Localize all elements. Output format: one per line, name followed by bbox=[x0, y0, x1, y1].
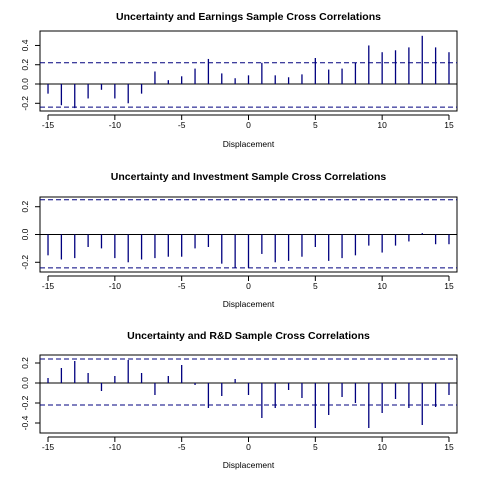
x-tick-label: -10 bbox=[109, 281, 122, 291]
y-tick-label: -0.2 bbox=[20, 96, 30, 111]
y-tick-label: 0.0 bbox=[20, 377, 30, 389]
y-tick-label: 0.0 bbox=[20, 228, 30, 240]
x-tick-label: -5 bbox=[178, 281, 186, 291]
panel-3: Uncertainty and R&D Sample Cross Correla… bbox=[20, 330, 458, 470]
y-tick-label: -0.2 bbox=[20, 255, 30, 270]
x-tick-label: 5 bbox=[313, 120, 318, 130]
x-tick-label: -15 bbox=[42, 442, 55, 452]
y-tick-label: -0.2 bbox=[20, 395, 30, 410]
x-tick-label: 10 bbox=[377, 281, 387, 291]
x-tick-label: 0 bbox=[246, 281, 251, 291]
x-axis-label: Displacement bbox=[223, 139, 275, 149]
x-tick-label: 15 bbox=[444, 442, 454, 452]
x-tick-label: 0 bbox=[246, 442, 251, 452]
x-tick-label: -15 bbox=[42, 281, 55, 291]
x-tick-label: 5 bbox=[313, 442, 318, 452]
x-tick-label: 15 bbox=[444, 120, 454, 130]
x-tick-label: 0 bbox=[246, 120, 251, 130]
x-axis-label: Displacement bbox=[223, 299, 275, 309]
y-tick-label: 0.4 bbox=[20, 39, 30, 51]
panel-2: Uncertainty and Investment Sample Cross … bbox=[20, 171, 458, 309]
x-axis-label: Displacement bbox=[223, 460, 275, 470]
plot-frame bbox=[39, 30, 458, 112]
y-tick-label: 0.0 bbox=[20, 78, 30, 90]
x-tick-label: 5 bbox=[313, 281, 318, 291]
panel-1: Uncertainty and Earnings Sample Cross Co… bbox=[20, 11, 458, 149]
x-tick-label: 15 bbox=[444, 281, 454, 291]
x-tick-label: -15 bbox=[42, 120, 55, 130]
y-tick-label: -0.4 bbox=[20, 415, 30, 430]
x-tick-label: 10 bbox=[377, 442, 387, 452]
panel-title: Uncertainty and R&D Sample Cross Correla… bbox=[127, 330, 370, 342]
y-tick-label: 0.2 bbox=[20, 201, 30, 213]
x-tick-label: -5 bbox=[178, 442, 186, 452]
y-tick-label: 0.2 bbox=[20, 59, 30, 71]
panel-title: Uncertainty and Investment Sample Cross … bbox=[111, 171, 387, 183]
x-tick-label: -5 bbox=[178, 120, 186, 130]
plot-frame bbox=[39, 354, 458, 434]
y-tick-label: 0.2 bbox=[20, 357, 30, 369]
x-tick-label: -10 bbox=[109, 120, 122, 130]
x-tick-label: 10 bbox=[377, 120, 387, 130]
panel-title: Uncertainty and Earnings Sample Cross Co… bbox=[116, 11, 381, 23]
x-tick-label: -10 bbox=[109, 442, 122, 452]
